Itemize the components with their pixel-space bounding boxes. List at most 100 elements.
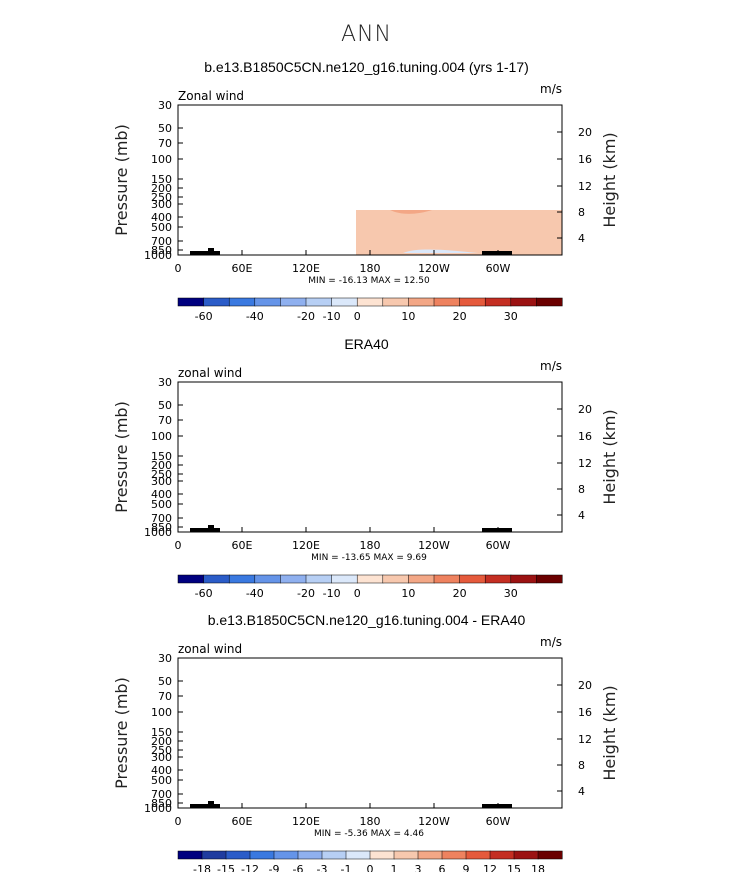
- plot-frame: [177, 381, 563, 533]
- height-tick-label: 8: [578, 206, 585, 219]
- colorbar-label: 30: [504, 587, 518, 600]
- contour-region: [223, 790, 250, 799]
- contour-region: [223, 217, 320, 255]
- contour-region: [188, 715, 277, 770]
- main-title: ANN: [341, 22, 392, 47]
- pressure-tick-label: 200: [151, 182, 172, 195]
- pressure-tick-label: 400: [151, 211, 172, 224]
- panel-3-title: b.e13.B1850C5CN.ne120_g16.tuning.004 - E…: [207, 612, 526, 628]
- colorbar-label: -60: [195, 587, 213, 600]
- colorbar-swatch: [510, 574, 537, 584]
- colorbar-swatch: [408, 574, 435, 584]
- contour-region: [258, 237, 278, 246]
- longitude-tick-label: 120W: [418, 815, 450, 828]
- pressure-tick-label: 200: [151, 459, 172, 472]
- height-tick-label: 8: [578, 759, 585, 772]
- colorbar-label: 20: [453, 587, 467, 600]
- colorbar-swatch: [484, 297, 512, 307]
- contour-region: [478, 750, 523, 775]
- colorbar-swatch: [177, 297, 205, 307]
- panel-1-title: b.e13.B1850C5CN.ne120_g16.tuning.004 (yr…: [204, 59, 529, 75]
- topography-bar: [190, 804, 220, 808]
- colorbar-swatch: [536, 297, 563, 307]
- field-label: zonal wind: [178, 366, 242, 380]
- plot-frame: [177, 657, 563, 809]
- units-label: m/s: [540, 82, 562, 96]
- colorbar-swatch: [228, 297, 256, 307]
- colorbar-label: 0: [354, 587, 361, 600]
- pressure-tick-label: 30: [158, 99, 172, 112]
- pressure-tick-label: 400: [151, 764, 172, 777]
- contour-region: [418, 727, 450, 744]
- pressure-tick-label: 70: [158, 414, 172, 427]
- colorbar-swatch: [510, 297, 537, 307]
- longitude-tick-label: 180: [360, 262, 381, 275]
- colorbar-swatch: [433, 297, 461, 307]
- colorbar-label: -3: [317, 863, 328, 872]
- colorbar-swatch: [536, 574, 563, 584]
- contour-region: [413, 166, 450, 182]
- contour-region: [228, 507, 295, 532]
- colorbar-swatch: [297, 850, 323, 860]
- colorbar-swatch: [280, 297, 307, 307]
- colorbar-swatch: [177, 850, 203, 860]
- pressure-tick-label: 850: [151, 244, 172, 257]
- colorbar-swatch: [382, 297, 409, 307]
- colorbar-label: -9: [269, 863, 280, 872]
- panel-1: 3050701001502002503004005007008501000201…: [112, 82, 619, 323]
- contour-region: [178, 382, 562, 402]
- colorbar-swatch: [408, 297, 435, 307]
- colorbar-swatch: [203, 574, 230, 584]
- height-tick-label: 20: [578, 126, 592, 139]
- colorbar-swatch: [203, 297, 230, 307]
- height-tick-label: 4: [578, 785, 585, 798]
- colorbar-swatch: [331, 574, 358, 584]
- colorbar-label: 15: [507, 863, 521, 872]
- colorbar-label: -10: [323, 310, 341, 323]
- longitude-tick-label: 0: [175, 539, 182, 552]
- colorbar-label: 10: [401, 587, 415, 600]
- pressure-tick-label: 70: [158, 137, 172, 150]
- pressure-tick-label: 50: [158, 675, 172, 688]
- colorbar-label: 20: [453, 310, 467, 323]
- colorbar-swatch: [369, 850, 395, 860]
- contour-region: [308, 786, 373, 808]
- pressure-tick-label: 500: [151, 774, 172, 787]
- longitude-tick-label: 180: [360, 539, 381, 552]
- colorbar-label: 0: [354, 310, 361, 323]
- y-axis-label-left: Pressure (mb): [112, 401, 131, 513]
- pressure-tick-label: 150: [151, 173, 172, 186]
- colorbar-swatch: [273, 850, 299, 860]
- colorbar-swatch: [459, 297, 486, 307]
- panel-1-field: [223, 157, 562, 255]
- contour-region: [448, 767, 486, 785]
- contour-region: [403, 249, 478, 253]
- colorbar-label: 9: [463, 863, 470, 872]
- colorbar-swatch: [280, 574, 307, 584]
- contour-region: [270, 702, 300, 731]
- colorbar-label: -60: [195, 310, 213, 323]
- longitude-tick-label: 120E: [292, 262, 320, 275]
- topography-bar: [482, 528, 512, 532]
- panel-2-title: ERA40: [344, 336, 389, 352]
- contour-region: [178, 685, 206, 701]
- pressure-tick-label: 50: [158, 122, 172, 135]
- colorbar-label: 6: [439, 863, 446, 872]
- colorbar-swatch: [484, 574, 512, 584]
- longitude-tick-label: 60W: [486, 539, 511, 552]
- colorbar-swatch: [356, 297, 384, 307]
- units-label: m/s: [540, 359, 562, 373]
- contour-region: [505, 157, 550, 190]
- colorbar-label: -12: [241, 863, 259, 872]
- colorbar-swatch: [489, 850, 515, 860]
- colorbar-swatch: [537, 850, 563, 860]
- pressure-tick-label: 1000: [144, 249, 172, 262]
- y-axis-label-right: Height (km): [600, 685, 619, 780]
- pressure-tick-label: 200: [151, 735, 172, 748]
- field-label: zonal wind: [178, 642, 242, 656]
- longitude-tick-label: 120W: [418, 262, 450, 275]
- panel-2: 3050701001502002503004005007008501000201…: [112, 359, 619, 600]
- colorbar-swatch: [201, 850, 227, 860]
- height-tick-label: 12: [578, 733, 592, 746]
- height-tick-label: 16: [578, 153, 592, 166]
